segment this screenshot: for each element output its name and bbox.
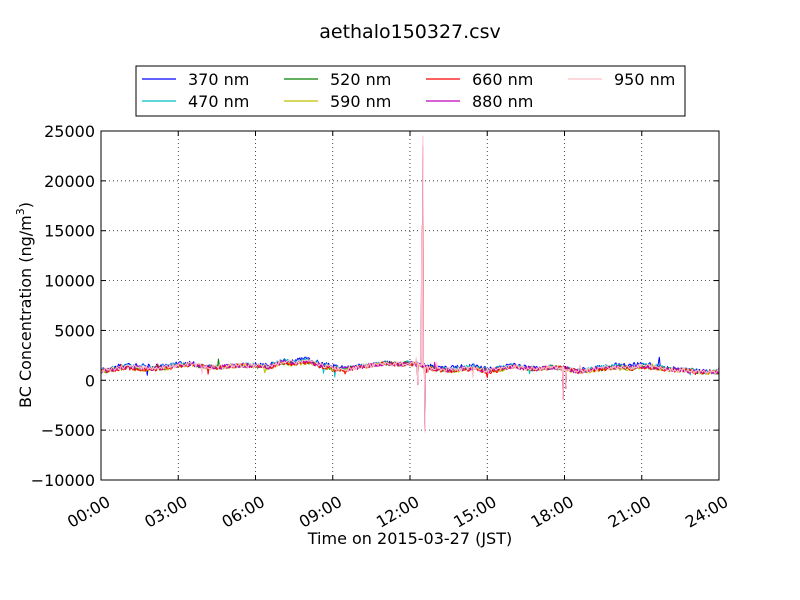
grid: [101, 131, 719, 480]
y-tick-labels: 25000 20000 15000 10000 5000 0 −5000 −10000: [31, 122, 95, 490]
legend-label: 880 nm: [472, 92, 533, 111]
legend-label: 370 nm: [188, 70, 249, 89]
y-tick-label: 20000: [44, 172, 95, 191]
series-line-950-nm: [101, 135, 719, 433]
y-tick-label: −5000: [41, 421, 95, 440]
legend-label: 470 nm: [188, 92, 249, 111]
y-tick-label: 0: [85, 371, 95, 390]
y-tick-label: −10000: [31, 471, 95, 490]
y-tick-label: 5000: [54, 321, 95, 340]
legend-label: 520 nm: [330, 70, 391, 89]
legend-label: 950 nm: [614, 70, 675, 89]
legend-label: 660 nm: [472, 70, 533, 89]
y-tick-label: 15000: [44, 222, 95, 241]
y-tick-label: 10000: [44, 272, 95, 291]
legend: 370 nm 470 nm 520 nm 590 nm 660 nm 880 nm 950 …: [135, 65, 686, 117]
x-axis-title: Time on 2015-03-27 (JST): [307, 529, 512, 548]
y-axis-title-suffix: ): [16, 202, 35, 208]
plot-area: [101, 135, 719, 433]
legend-label: 590 nm: [330, 92, 391, 111]
y-axis-title-main: BC Concentration (ng/m: [16, 215, 35, 408]
chart-title: aethalo150327.csv: [319, 21, 501, 43]
y-tick-label: 25000: [44, 122, 95, 141]
ticks: [100, 130, 720, 481]
y-axis-title: BC Concentration (ng/m3): [14, 202, 35, 408]
series-group: [101, 135, 719, 433]
legend-box: [135, 65, 686, 117]
y-axis-title-superscript: 3: [14, 208, 27, 215]
